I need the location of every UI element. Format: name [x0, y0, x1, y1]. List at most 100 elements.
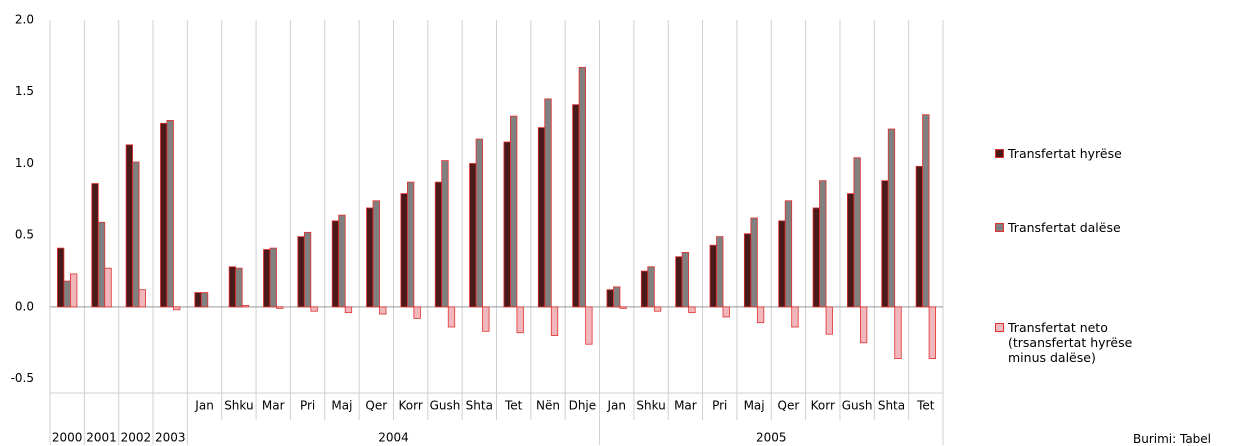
x-tick-label: Maj [744, 399, 765, 413]
bar [276, 306, 284, 309]
bar [469, 163, 477, 308]
x-tick-label: Tet [504, 399, 523, 413]
bar [572, 104, 580, 308]
bar [681, 252, 690, 308]
bar [550, 306, 559, 337]
bar [97, 221, 106, 308]
bar [647, 266, 655, 308]
bar [235, 267, 243, 308]
bar [812, 207, 820, 308]
x-tick-label: Korr [811, 399, 835, 413]
x-tick-label: Gush [842, 399, 873, 413]
bar [132, 161, 140, 308]
bar [544, 98, 552, 308]
bar [887, 128, 896, 308]
bar [200, 292, 209, 308]
x-tick-label: Mar [262, 399, 285, 413]
bar [585, 306, 593, 345]
bar [784, 200, 793, 308]
bar [297, 236, 305, 308]
bar [709, 244, 717, 308]
bar [241, 305, 250, 308]
y-tick-label: 0.5 [15, 228, 34, 242]
legend-item: Transfertat neto (trsansfertat hyrëse mi… [995, 320, 1234, 365]
bar [91, 183, 99, 308]
x-group-label: 2000 [52, 431, 83, 445]
bar [366, 207, 374, 308]
legend-label: Transfertat dalëse [1008, 220, 1121, 235]
x-tick-label: Dhje [569, 399, 597, 413]
y-tick-label: 1.5 [15, 84, 34, 98]
bar [722, 306, 730, 318]
x-tick-label: Maj [331, 399, 352, 413]
y-tick-label: 0.0 [15, 299, 34, 313]
x-tick-label: Pri [712, 399, 727, 413]
bar [372, 200, 380, 308]
legend-label: Transfertat neto (trsansfertat hyrëse mi… [1008, 320, 1133, 365]
y-tick-label: 1.0 [15, 156, 34, 170]
bar [778, 220, 786, 308]
legend-item: Transfertat hyrëse [995, 146, 1234, 161]
x-group-label: 2002 [121, 431, 152, 445]
bar [194, 292, 202, 308]
bar [578, 66, 587, 308]
bar [675, 256, 683, 308]
bar [613, 286, 621, 308]
bar [303, 231, 312, 308]
bar [825, 306, 833, 335]
bar [853, 157, 861, 308]
bar [331, 220, 340, 308]
bar [482, 306, 490, 332]
bar [606, 289, 614, 308]
x-tick-label: Mar [674, 399, 697, 413]
bar [915, 165, 923, 308]
bar [619, 306, 627, 309]
legend-swatch [995, 149, 1004, 158]
bar [743, 233, 752, 308]
bar [503, 141, 511, 308]
bar [640, 270, 649, 308]
bar [688, 306, 696, 314]
bar [63, 280, 71, 308]
bar [819, 180, 827, 308]
x-group-label: 2003 [155, 431, 186, 445]
bar [338, 214, 346, 308]
bar [263, 249, 271, 308]
x-group-label: 2001 [86, 431, 117, 445]
x-tick-label: Shku [224, 399, 253, 413]
x-tick-label: Shku [636, 399, 665, 413]
bar [928, 306, 936, 359]
x-group-label: 2004 [378, 431, 409, 445]
bar [922, 114, 930, 308]
bar [413, 306, 421, 319]
bar [104, 267, 112, 308]
legend-swatch [995, 223, 1004, 232]
bar [400, 193, 408, 308]
bar [750, 217, 758, 308]
x-tick-label: Shta [878, 399, 905, 413]
bar [138, 289, 147, 308]
bar [441, 160, 449, 308]
bar [791, 306, 799, 328]
bar [57, 247, 65, 308]
bar [756, 306, 765, 324]
x-tick-label: Shta [466, 399, 493, 413]
legend-label: Transfertat hyrëse [1008, 146, 1122, 161]
x-tick-label: Nën [536, 399, 560, 413]
bar [269, 247, 277, 308]
bar [166, 120, 174, 308]
bar [173, 306, 181, 311]
y-tick-label: 2.0 [15, 13, 34, 27]
bar [537, 127, 546, 308]
bar [881, 180, 889, 308]
bar [716, 236, 724, 308]
legend-item: Transfertat dalëse [995, 220, 1234, 235]
x-tick-label: Qer [365, 399, 387, 413]
source-note: Burimi: Tabel [1133, 432, 1212, 446]
bar [160, 122, 168, 308]
x-tick-label: Jan [606, 399, 626, 413]
bar [859, 306, 868, 344]
bar [228, 266, 237, 308]
